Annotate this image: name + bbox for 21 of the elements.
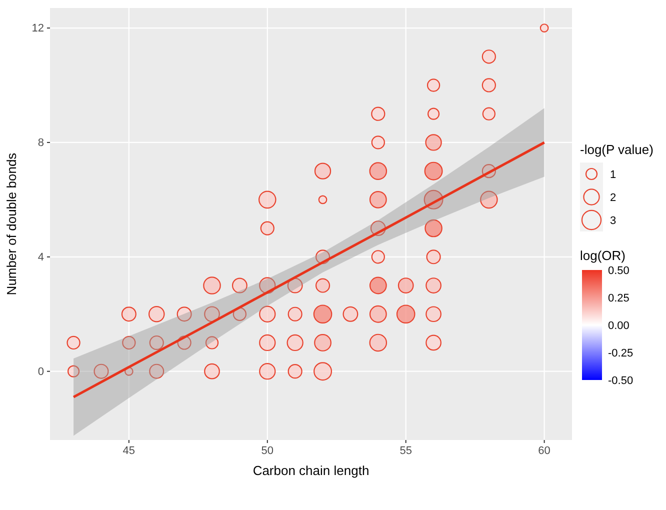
y-tick-label: 8 [38, 136, 44, 149]
color-bar-label: -0.50 [608, 375, 634, 387]
x-tick-label: 60 [538, 444, 550, 457]
color-bar-label: 0.50 [608, 265, 630, 277]
x-axis-title: Carbon chain length [252, 463, 370, 478]
x-tick-label: 50 [261, 444, 274, 457]
y-tick-label: 4 [38, 251, 44, 264]
legend-title: -log(P value) [580, 142, 654, 157]
legend-label: 2 [610, 192, 616, 204]
x-tick-label: 45 [122, 444, 136, 457]
color-bar-label: -0.25 [608, 348, 634, 360]
legend-label: 3 [610, 215, 616, 227]
legend-label: 1 [610, 169, 616, 181]
color-bar-title: log(OR) [580, 248, 626, 263]
x-tick-label: 55 [400, 444, 412, 457]
y-axis-title: Number of double bonds [4, 152, 19, 296]
line-series [72, 141, 546, 398]
y-tick-label: 12 [32, 22, 44, 35]
color-bar-label: 0.25 [608, 292, 630, 304]
y-tick-label: 0 [38, 366, 44, 378]
color-bar-label: 0.00 [608, 320, 630, 332]
